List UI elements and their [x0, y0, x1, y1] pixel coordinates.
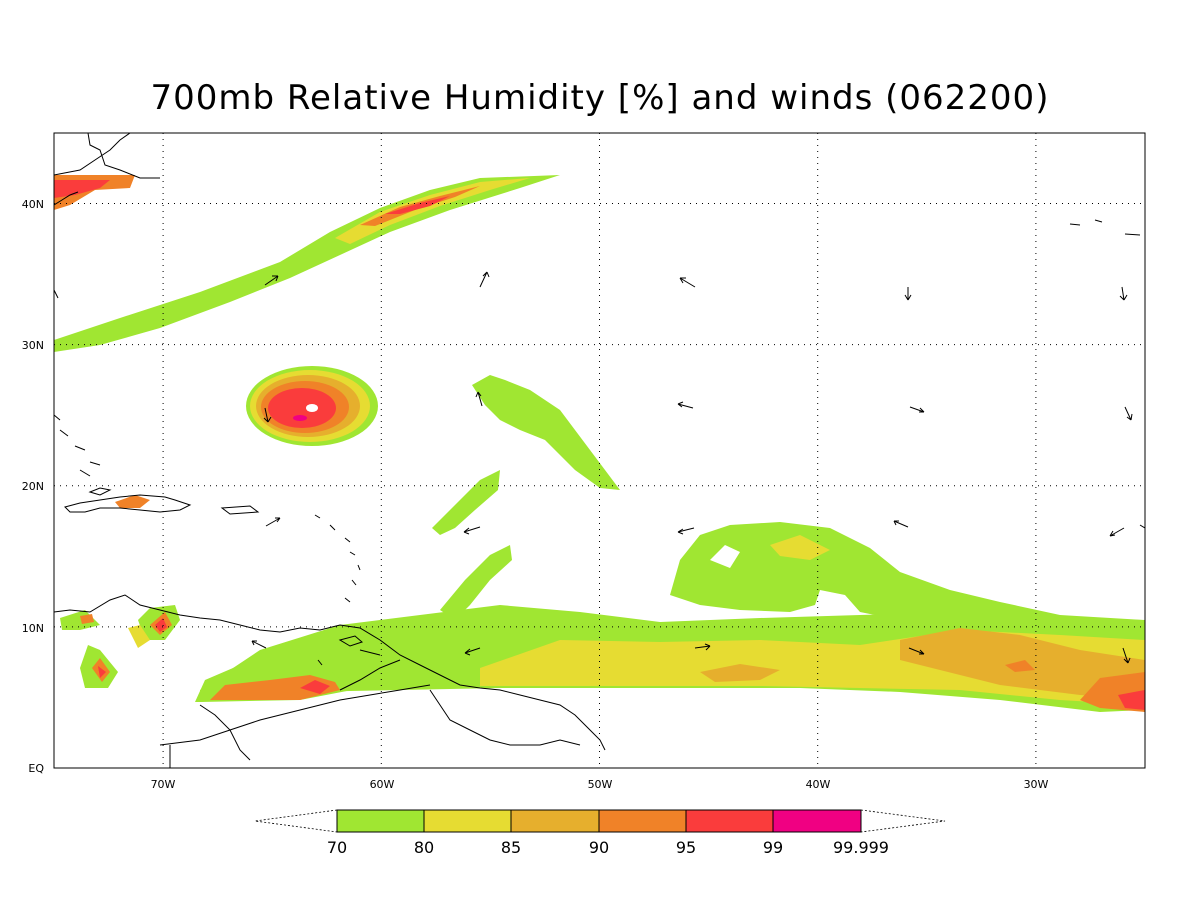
- colorbar-swatch-70: [336, 809, 425, 833]
- rh-hurricane-95: [268, 388, 336, 428]
- wind-arrow: [909, 406, 925, 413]
- rh-itcz-95: [1118, 690, 1145, 710]
- coast-florida-bahamas: [54, 414, 101, 477]
- colorbar: 70 80 85 90 95 99 99.999: [254, 809, 946, 857]
- coast-trinidad: [338, 635, 363, 647]
- lon-tick-60w: 60W: [370, 778, 395, 791]
- wind-arrow: [251, 640, 267, 649]
- wind-arrow: [677, 527, 695, 535]
- rh-carib-3-core: [80, 614, 94, 624]
- wind-arrow: [264, 275, 279, 286]
- lon-tick-30w: 30W: [1024, 778, 1049, 791]
- plot-frame: [53, 132, 1146, 769]
- lon-tick-50w: 50W: [588, 778, 613, 791]
- wind-arrow: [893, 520, 909, 528]
- lat-tick-40n: 40N: [22, 198, 44, 211]
- lat-tick-20n: 20N: [22, 480, 44, 493]
- colorbar-high-extension: [860, 809, 946, 833]
- colorbar-label-85: 85: [501, 838, 521, 857]
- colorbar-label-90: 90: [589, 838, 609, 857]
- wind-arrow: [475, 391, 483, 407]
- rh-streak-2: [432, 470, 500, 535]
- colorbar-swatch-90: [598, 809, 687, 833]
- map-title: 700mb Relative Humidity [%] and winds (0…: [150, 78, 1050, 118]
- colorbar-swatch-99: [772, 809, 862, 833]
- wind-arrow: [464, 647, 481, 656]
- wind-arrow: [479, 271, 490, 288]
- wind-arrow: [263, 407, 272, 423]
- rh-band-north: [54, 175, 560, 352]
- wind-arrow: [904, 287, 912, 301]
- wind-arrow: [694, 643, 711, 651]
- coast-antilles: [314, 514, 361, 603]
- wind-arrow: [1119, 286, 1128, 301]
- rh-itcz-90b: [1005, 660, 1035, 672]
- colorbar-low-extension: [254, 809, 338, 833]
- wind-arrow: [265, 517, 281, 527]
- rh-streak-1: [472, 375, 620, 490]
- wind-arrow: [908, 647, 925, 655]
- rh-itcz-85b: [700, 664, 780, 682]
- rh-band-north-core3: [385, 196, 450, 214]
- colorbar-swatch-80: [423, 809, 512, 833]
- rh-comma-core: [770, 535, 830, 560]
- colorbar-label-95: 95: [676, 838, 696, 857]
- rh-hurricane-99: [293, 415, 307, 421]
- wind-arrow: [463, 526, 481, 535]
- coast-south-america: [54, 594, 606, 768]
- rh-nw-corner-core: [54, 180, 110, 198]
- lat-tick-eq: EQ: [28, 762, 44, 775]
- rh-hurricane-eye: [306, 404, 318, 412]
- rh-carib-4: [128, 625, 150, 648]
- coast-cape-verde: [1139, 524, 1145, 529]
- colorbar-swatch-95: [685, 809, 774, 833]
- wind-arrow: [1109, 527, 1125, 537]
- coastlines: [54, 133, 1145, 768]
- colorbar-label-99: 99: [763, 838, 783, 857]
- rh-carib-1-core2: [155, 618, 167, 632]
- lon-tick-40w: 40W: [806, 778, 831, 791]
- rh-comma-hole: [710, 545, 740, 568]
- rh-carib-6: [260, 650, 295, 668]
- lon-tick-70w: 70W: [151, 778, 176, 791]
- wind-arrow: [1124, 406, 1133, 421]
- rh-carib-5: [115, 495, 150, 508]
- rh-carib-2-core2: [98, 666, 106, 678]
- coast-north-america: [54, 133, 160, 299]
- lat-tick-10n: 10N: [22, 622, 44, 635]
- wind-arrow: [679, 277, 696, 288]
- colorbar-label-80: 80: [414, 838, 434, 857]
- lat-tick-30n: 30N: [22, 339, 44, 352]
- colorbar-swatch-85: [510, 809, 600, 833]
- colorbar-label-99999: 99.999: [833, 838, 889, 857]
- coast-hispaniola: [64, 494, 192, 513]
- rh-sw-90: [210, 675, 340, 700]
- wind-arrow: [677, 401, 694, 409]
- coast-azores: [1069, 219, 1141, 236]
- lon-tick-labels: 70W 60W 50W 40W 30W: [151, 778, 1049, 791]
- colorbar-label-70: 70: [327, 838, 347, 857]
- coast-puerto-rico: [220, 505, 260, 515]
- lat-tick-labels: EQ 10N 20N 30N 40N: [22, 198, 45, 775]
- rh-band-north-core: [335, 178, 530, 244]
- humidity-field: [54, 175, 1145, 712]
- coast-cuba: [88, 487, 112, 496]
- wind-arrow: [1122, 647, 1131, 664]
- rh-sw-95: [300, 680, 330, 694]
- rh-streak-3: [440, 545, 512, 620]
- wind-vectors: [251, 271, 1133, 664]
